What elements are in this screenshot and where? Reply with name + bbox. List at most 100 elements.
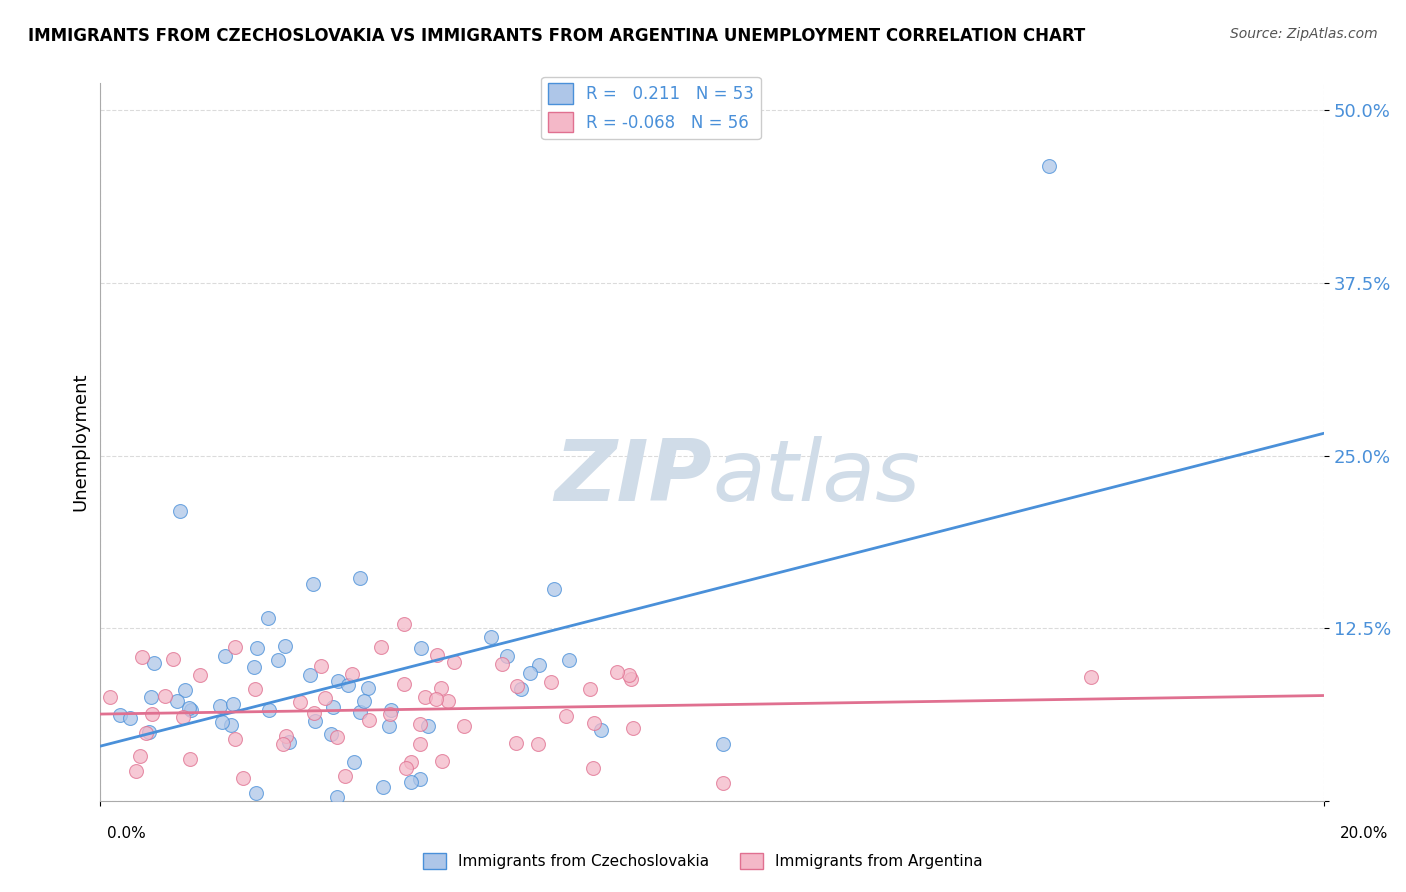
Point xyxy=(299,668,322,682)
Point xyxy=(138,725,160,739)
Point xyxy=(621,721,644,735)
Point xyxy=(162,652,184,666)
Point xyxy=(527,737,550,751)
Point xyxy=(326,673,349,688)
Point xyxy=(506,679,529,693)
Point xyxy=(479,630,502,644)
Point xyxy=(394,617,416,632)
Point xyxy=(394,761,416,775)
Point xyxy=(509,681,531,696)
Point xyxy=(267,653,290,667)
Point xyxy=(246,641,269,656)
Point xyxy=(1080,669,1102,683)
Point xyxy=(180,703,202,717)
Point xyxy=(408,716,430,731)
Point xyxy=(392,676,415,690)
Text: atlas: atlas xyxy=(711,436,920,519)
Point xyxy=(155,689,177,703)
Point xyxy=(172,710,194,724)
Point xyxy=(543,582,565,597)
Point xyxy=(349,705,371,719)
Point xyxy=(135,726,157,740)
Point xyxy=(558,653,581,667)
Point xyxy=(326,730,349,744)
Y-axis label: Unemployment: Unemployment xyxy=(72,373,89,511)
Point xyxy=(169,504,191,518)
Point xyxy=(257,704,280,718)
Point xyxy=(219,718,242,732)
Point xyxy=(314,691,336,706)
Point xyxy=(505,736,527,750)
Point xyxy=(1038,159,1060,173)
Point xyxy=(357,681,380,696)
Point xyxy=(583,715,606,730)
Point xyxy=(166,694,188,708)
Point xyxy=(408,772,430,786)
Point xyxy=(232,772,254,786)
Point xyxy=(371,780,394,795)
Point xyxy=(290,695,312,709)
Point xyxy=(606,665,628,679)
Point xyxy=(118,711,141,725)
Text: 20.0%: 20.0% xyxy=(1340,827,1388,841)
Text: ZIP: ZIP xyxy=(554,436,711,519)
Point xyxy=(617,668,640,682)
Point xyxy=(453,719,475,733)
Point xyxy=(426,648,449,663)
Point xyxy=(98,690,121,704)
Point xyxy=(139,690,162,705)
Point xyxy=(271,737,294,751)
Point xyxy=(188,668,211,682)
Point xyxy=(257,610,280,624)
Point xyxy=(274,729,297,743)
Point xyxy=(322,700,344,714)
Point xyxy=(125,764,148,779)
Point xyxy=(555,709,578,723)
Point xyxy=(340,666,363,681)
Point xyxy=(224,640,246,654)
Point xyxy=(278,735,301,749)
Point xyxy=(173,683,195,698)
Point xyxy=(108,707,131,722)
Point xyxy=(401,774,423,789)
Point xyxy=(302,706,325,720)
Legend: R =   0.211   N = 53, R = -0.068   N = 56: R = 0.211 N = 53, R = -0.068 N = 56 xyxy=(541,77,761,139)
Point xyxy=(245,786,267,800)
Point xyxy=(491,657,513,672)
Point xyxy=(519,665,541,680)
Point xyxy=(209,698,232,713)
Point xyxy=(409,640,432,655)
Point xyxy=(380,703,402,717)
Point xyxy=(211,714,233,729)
Point xyxy=(711,737,734,751)
Point xyxy=(353,694,375,708)
Point xyxy=(179,752,201,766)
Point xyxy=(496,649,519,664)
Point xyxy=(222,698,245,712)
Point xyxy=(243,660,266,674)
Text: IMMIGRANTS FROM CZECHOSLOVAKIA VS IMMIGRANTS FROM ARGENTINA UNEMPLOYMENT CORRELA: IMMIGRANTS FROM CZECHOSLOVAKIA VS IMMIGR… xyxy=(28,27,1085,45)
Point xyxy=(578,681,600,696)
Point xyxy=(349,571,371,585)
Point xyxy=(430,754,453,768)
Point xyxy=(336,678,359,692)
Point xyxy=(415,690,437,704)
Point xyxy=(309,658,332,673)
Point xyxy=(711,776,734,790)
Point xyxy=(141,707,163,722)
Point xyxy=(142,657,165,671)
Point xyxy=(370,640,392,654)
Point xyxy=(214,648,236,663)
Point xyxy=(527,658,550,673)
Point xyxy=(430,681,453,695)
Point xyxy=(540,675,562,690)
Point xyxy=(582,762,605,776)
Point xyxy=(129,748,152,763)
Point xyxy=(357,713,380,727)
Point xyxy=(343,755,366,769)
Point xyxy=(224,732,246,747)
Point xyxy=(436,694,458,708)
Point xyxy=(321,727,343,741)
Point xyxy=(302,577,325,591)
Point xyxy=(416,719,439,733)
